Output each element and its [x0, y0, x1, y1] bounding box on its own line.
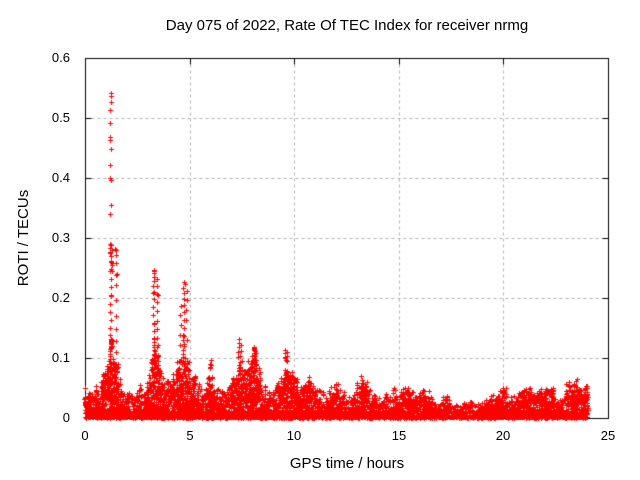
x-axis-label: GPS time / hours [289, 455, 405, 472]
chart-title: Day 075 of 2022, Rate Of TEC Index for r… [165, 17, 529, 34]
x-tick-label: 5 [186, 428, 194, 443]
x-tick-label: 25 [600, 428, 616, 443]
y-tick-label: 0.1 [51, 350, 70, 365]
y-tick-label: 0.5 [51, 110, 70, 125]
x-tick-label: 0 [81, 428, 89, 443]
y-tick-label: 0.3 [51, 230, 70, 245]
y-tick-label: 0.2 [51, 290, 70, 305]
y-tick-label: 0.4 [51, 170, 70, 185]
x-tick-label: 10 [286, 428, 302, 443]
y-tick-label: 0.6 [51, 50, 70, 65]
x-tick-label: 20 [495, 428, 511, 443]
x-tick-label: 15 [391, 428, 407, 443]
y-tick-label: 0 [62, 410, 70, 425]
